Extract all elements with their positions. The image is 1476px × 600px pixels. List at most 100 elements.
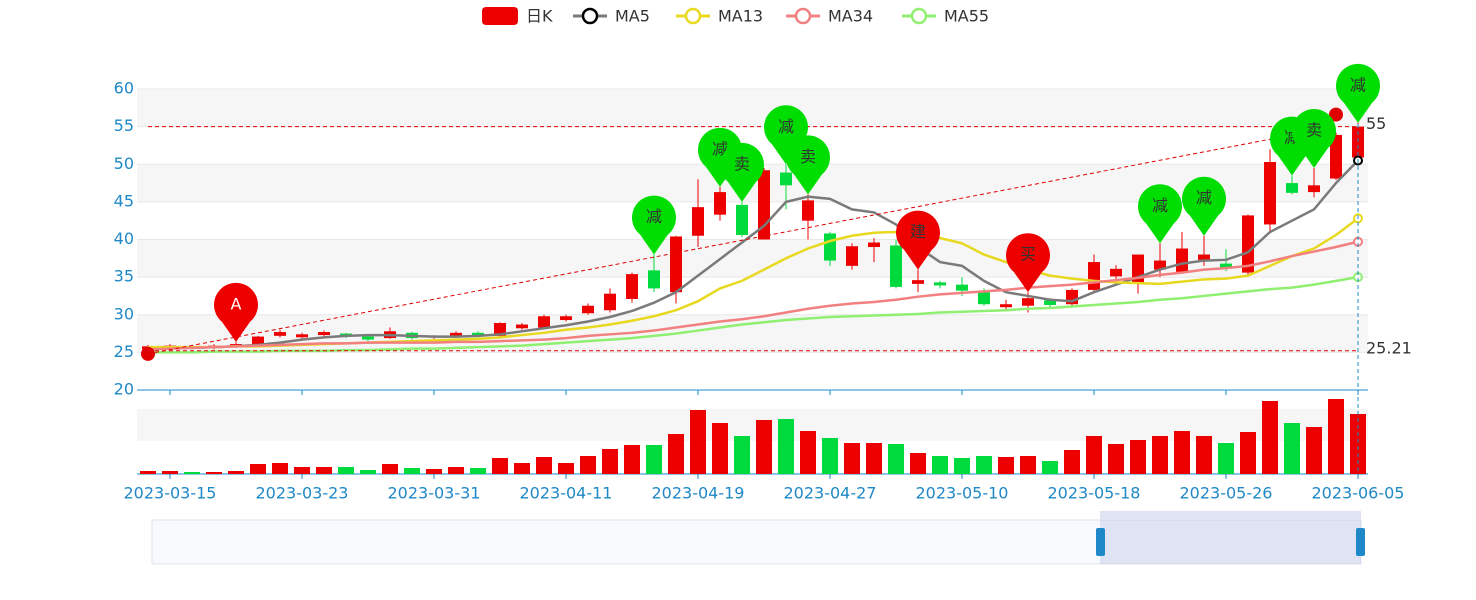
candle-body	[978, 292, 990, 305]
split-area	[137, 89, 1368, 127]
candle-body	[868, 242, 880, 248]
candle-body	[1352, 126, 1364, 158]
x-tick-label: 2023-05-26	[1180, 484, 1273, 503]
x-tick-label: 2023-04-27	[784, 484, 877, 503]
marker-pin	[719, 142, 764, 202]
candle-body	[1286, 183, 1298, 193]
volume-bar	[536, 457, 552, 474]
candle-body	[516, 324, 528, 329]
candle-body	[1330, 134, 1342, 179]
y-tick-label: 50	[114, 154, 134, 173]
marker-label: 卖	[734, 154, 750, 173]
mark-line-label: 25.21	[1366, 338, 1412, 357]
candle-body	[582, 305, 594, 314]
volume-bar	[360, 470, 376, 474]
marker-pin	[214, 282, 258, 342]
volume-bar	[228, 471, 244, 474]
volume-bar	[184, 472, 200, 474]
candle-body	[626, 274, 638, 299]
volume-bar	[580, 456, 596, 474]
candle-body	[296, 334, 308, 338]
zoom-track[interactable]	[151, 519, 1362, 565]
trend-point	[141, 346, 155, 361]
candle-body	[956, 284, 968, 291]
legend-circle	[910, 7, 928, 25]
x-tick-label: 2023-06-05	[1312, 484, 1405, 503]
marker-pin	[1182, 176, 1226, 236]
candle-body	[1044, 300, 1056, 305]
zoom-window[interactable]	[1100, 520, 1361, 564]
ma-line	[147, 159, 1359, 350]
volume-bar	[954, 458, 970, 474]
volume-bar	[1020, 456, 1036, 474]
y-tick-label: 60	[114, 79, 134, 98]
legend-circle	[581, 7, 599, 25]
candle-body	[1154, 260, 1166, 270]
candle-body	[648, 270, 660, 289]
x-tick-label: 2023-04-19	[652, 484, 745, 503]
marker-pin	[1292, 109, 1337, 169]
volume-bar	[690, 410, 706, 474]
candle-body	[472, 332, 484, 336]
x-tick-label: 2023-03-31	[388, 484, 481, 503]
volume-bar	[734, 436, 750, 474]
volume-bar	[712, 423, 728, 474]
legend: 日K MA5 MA13 MA34 MA55	[482, 7, 989, 26]
y-tick-label: 25	[114, 342, 134, 361]
volume-bar	[316, 467, 332, 474]
volume-bar	[1262, 401, 1278, 474]
volume-bar	[382, 464, 398, 474]
ma-line	[148, 275, 1359, 354]
volume-bar	[624, 445, 640, 474]
candle-body	[1000, 304, 1012, 308]
volume-bar	[1174, 431, 1190, 474]
volume-bar	[756, 420, 772, 474]
zoom-move-bar[interactable]	[1100, 511, 1361, 520]
volume-bar	[998, 457, 1014, 474]
volume-bar	[162, 471, 178, 474]
zoom-handle-left[interactable]	[1096, 528, 1105, 556]
candle-body	[824, 233, 836, 261]
candle-body	[846, 246, 858, 266]
candle-body	[670, 236, 682, 293]
candle-body	[890, 245, 902, 287]
marker-pin	[697, 127, 742, 187]
candle-body	[934, 282, 946, 286]
y-tick-label: 20	[114, 380, 134, 399]
y-tick-label: 30	[114, 304, 134, 323]
marker-label: 卖	[1306, 121, 1322, 140]
volume-bar	[822, 438, 838, 474]
marker-label: 买	[1020, 245, 1036, 264]
candle-body	[538, 316, 550, 328]
marker-label: 减	[646, 207, 662, 226]
marker-label: 减	[1152, 196, 1168, 215]
candle-body	[692, 207, 704, 236]
volume-bar	[1284, 423, 1300, 474]
volume-bar	[888, 444, 904, 474]
y-tick-label: 45	[114, 191, 134, 210]
marker-label: 建	[910, 222, 926, 241]
legend-label: MA55	[944, 7, 989, 26]
volume-bar	[1306, 427, 1322, 474]
volume-bar	[448, 467, 464, 474]
candle-body	[802, 200, 814, 221]
volume-bar	[470, 468, 486, 474]
candle-body	[604, 293, 616, 311]
trend-point	[1329, 107, 1343, 122]
mark-line-label: 55	[1366, 114, 1386, 133]
x-tick-label: 2023-04-11	[520, 484, 613, 503]
candle-body	[1022, 298, 1034, 306]
candle-body	[1220, 263, 1232, 269]
candle-body	[1308, 185, 1320, 193]
y-tick-label: 35	[114, 267, 134, 286]
volume-bar	[1064, 450, 1080, 474]
candle-body	[1264, 161, 1276, 225]
x-tick-label: 2023-03-15	[124, 484, 217, 503]
candle-body	[1110, 268, 1122, 277]
marker-pin	[786, 135, 830, 195]
zoom-handle-right[interactable]	[1356, 528, 1365, 556]
volume-bar	[844, 443, 860, 474]
volume-bar	[1152, 436, 1168, 474]
legend-label: MA34	[828, 7, 873, 26]
volume-bar	[646, 445, 662, 474]
